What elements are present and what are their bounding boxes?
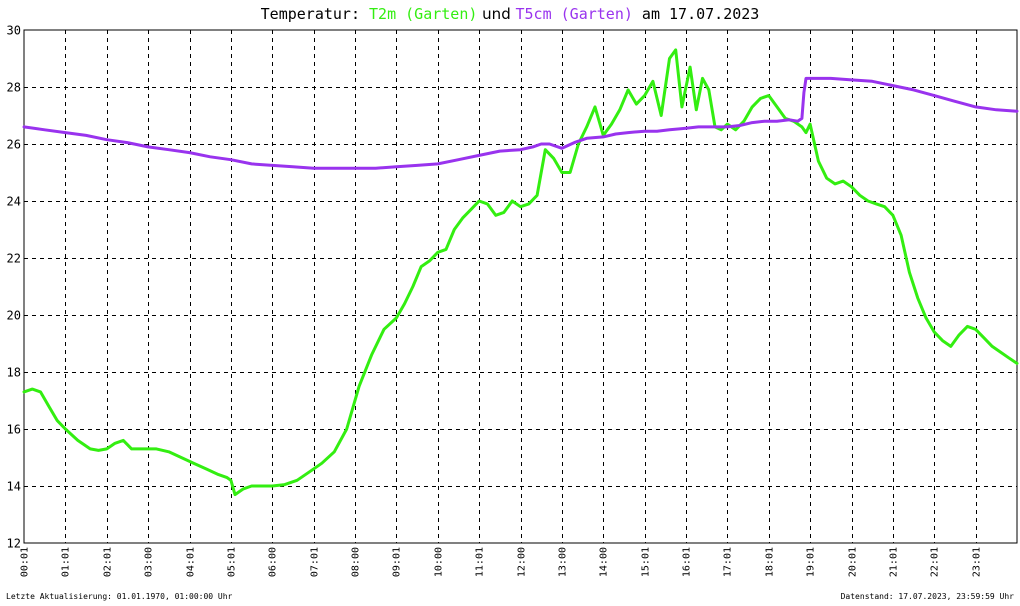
x-tick-label: 03:00 [144, 547, 155, 577]
x-tick-label: 22:01 [930, 547, 941, 577]
x-tick-label: 21:01 [889, 547, 900, 577]
y-tick-label: 30 [7, 24, 21, 38]
x-tick-label: 14:00 [599, 547, 610, 577]
x-tick-label: 07:01 [310, 547, 321, 577]
y-tick-label: 14 [7, 480, 21, 494]
x-tick-label: 20:01 [848, 547, 859, 577]
y-tick-label: 24 [7, 195, 21, 209]
chart-title: Temperatur: T2m (Garten) und T5cm (Garte… [261, 5, 760, 23]
tick-labels: 00:01 01:01 02:01 03:00 04:01 05:01 06:00 07:01… [7, 24, 983, 578]
x-tick-label: 23:01 [972, 547, 983, 577]
title-mid: und [477, 5, 515, 23]
title-series-t5cm: T5cm (Garten) [515, 5, 632, 23]
title-prefix: Temperatur: [261, 5, 369, 23]
x-tick-label: 04:01 [186, 547, 197, 577]
y-tick-label: 22 [7, 252, 21, 266]
y-tick-label: 16 [7, 423, 21, 437]
x-tick-label: 19:01 [806, 547, 817, 577]
x-tick-label: 18:01 [765, 547, 776, 577]
x-tick-label: 05:01 [227, 547, 238, 577]
x-tick-label: 10:00 [434, 547, 445, 577]
x-tick-label: 09:01 [392, 547, 403, 577]
title-suffix: am 17.07.2023 [633, 5, 759, 23]
y-tick-label: 12 [7, 537, 21, 551]
y-tick-label: 28 [7, 81, 21, 95]
x-tick-label: 12:00 [517, 547, 528, 577]
x-tick-label: 01:01 [61, 547, 72, 577]
plot-frame [23, 29, 1018, 544]
y-tick-label: 26 [7, 138, 21, 152]
x-tick-label: 06:00 [268, 547, 279, 577]
series-line-t5cm [22, 76, 1019, 170]
x-tick-label: 08:00 [351, 547, 362, 577]
x-tick-label: 00:01 [20, 547, 31, 577]
footer-last-update: Letzte Aktualisierung: 01.01.1970, 01:00… [6, 592, 233, 601]
series-line-t2m [22, 48, 1019, 497]
x-tick-label: 16:01 [682, 547, 693, 577]
x-tick-label: 17:01 [723, 547, 734, 577]
x-tick-label: 15:01 [641, 547, 652, 577]
x-tick-label: 13:00 [558, 547, 569, 577]
x-tick-label: 02:01 [103, 547, 114, 577]
y-tick-label: 18 [7, 366, 21, 380]
title-series-t2m: T2m (Garten) [369, 5, 477, 23]
grid [24, 30, 1017, 543]
footer-data-status: Datenstand: 17.07.2023, 23:59:59 Uhr [840, 592, 1014, 601]
x-tick-label: 11:01 [475, 547, 486, 577]
series [22, 48, 1019, 497]
y-tick-label: 20 [7, 309, 21, 323]
